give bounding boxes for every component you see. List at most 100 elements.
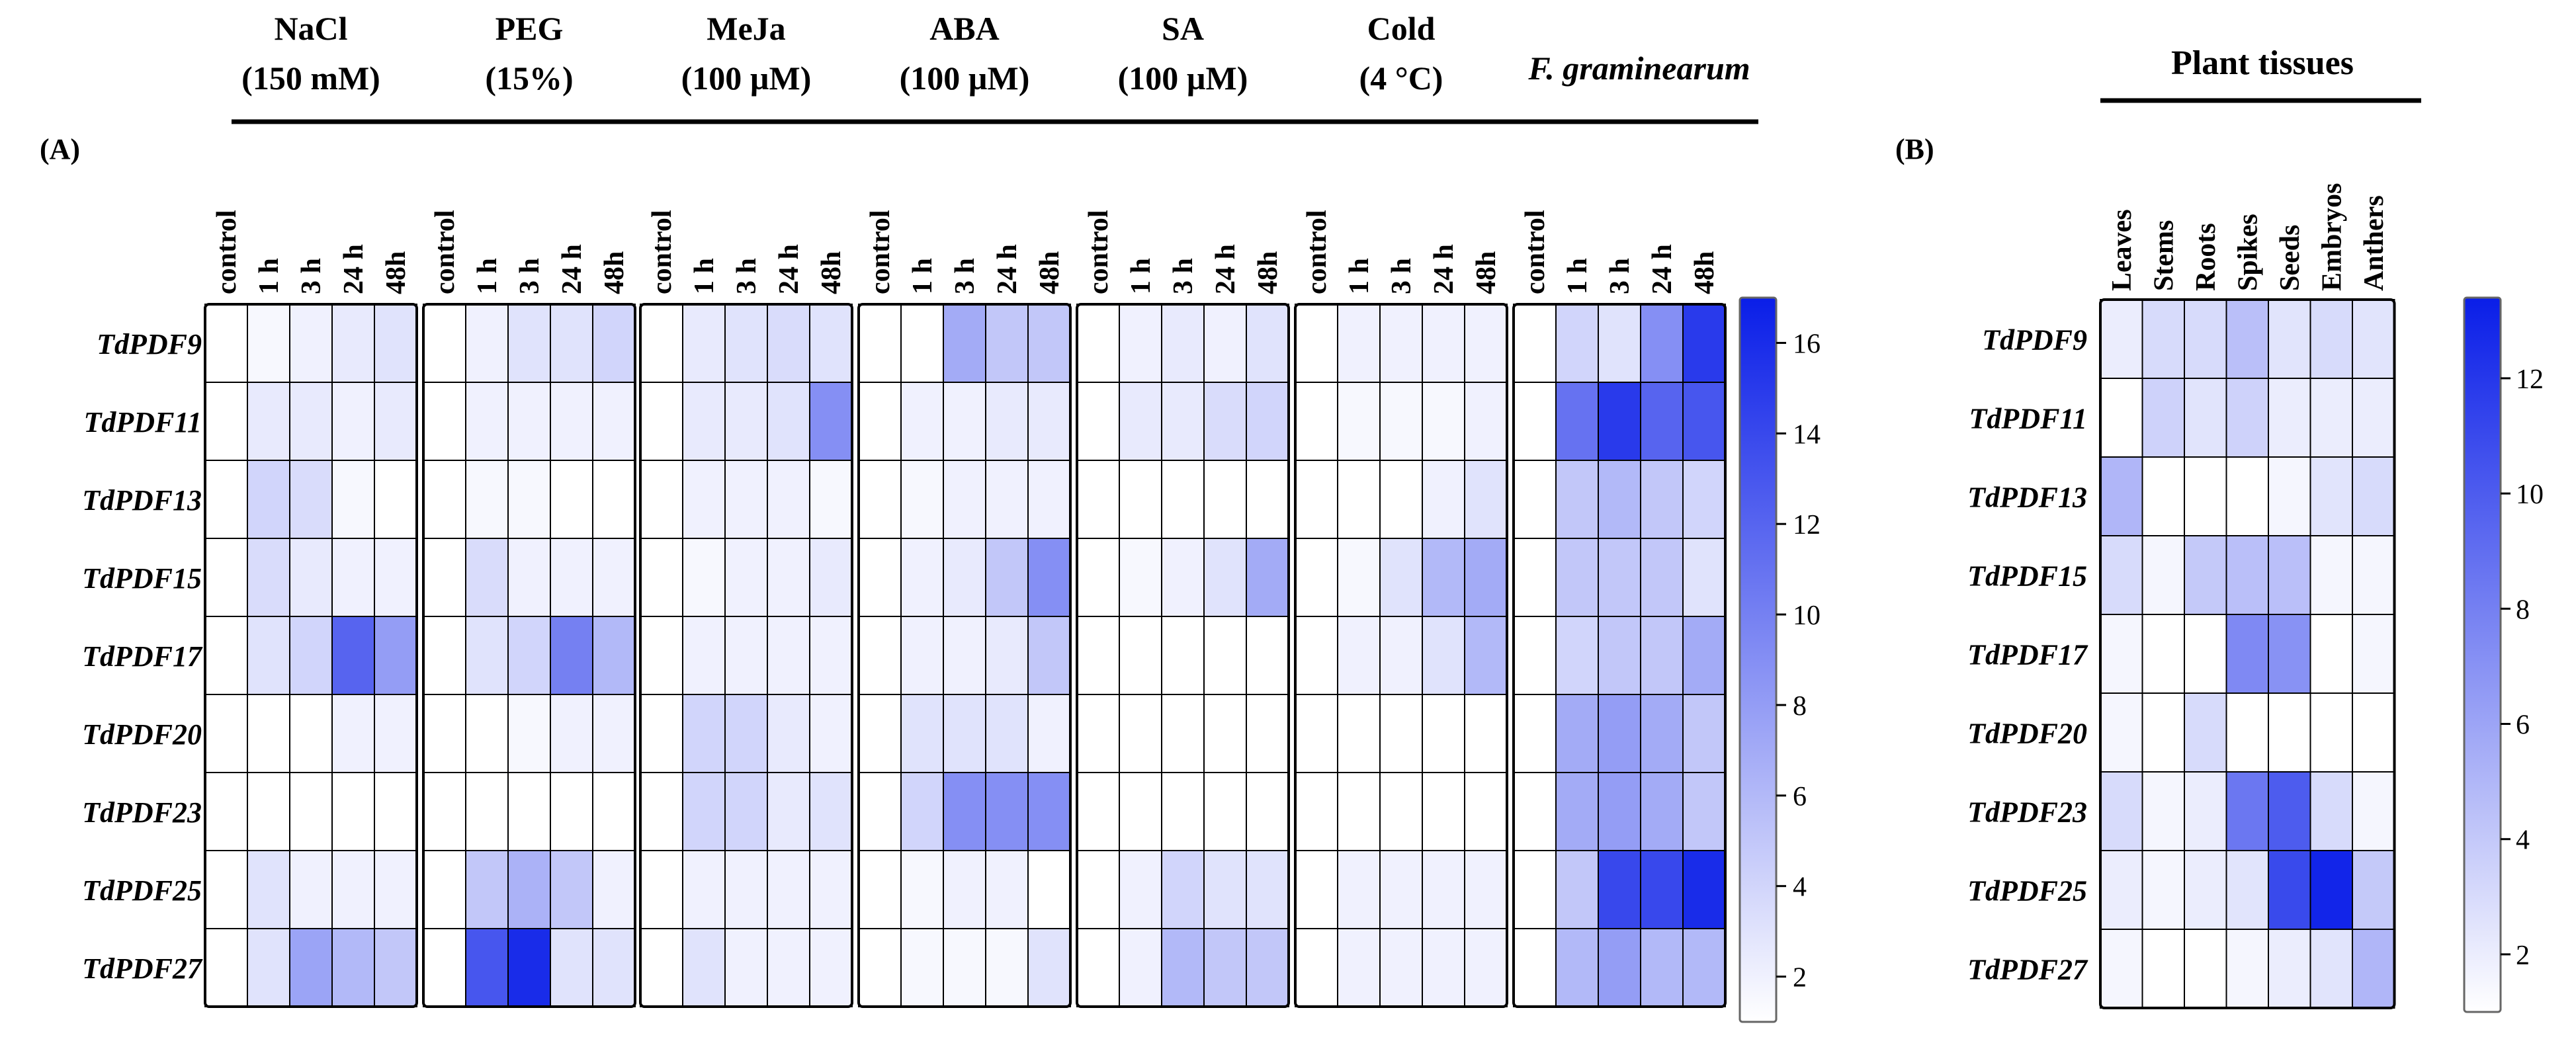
cell-b-4-3 <box>2225 614 2269 694</box>
cell-a-3-4-2 <box>943 616 986 695</box>
cell-a-6-6-2 <box>1598 772 1641 851</box>
cell-b-6-3 <box>2225 771 2269 851</box>
cell-a-2-4-3 <box>767 616 810 695</box>
group-title-3-line-0: ABA <box>929 10 1000 47</box>
cell-b-3-5 <box>2309 535 2353 615</box>
cell-a-1-0-0 <box>423 304 466 383</box>
column-label-5-4: 48h <box>1471 251 1502 294</box>
cell-a-1-2-4 <box>592 460 636 539</box>
cell-b-4-2 <box>2184 614 2227 694</box>
cell-a-1-7-2 <box>507 850 551 929</box>
cell-a-4-8-3 <box>1203 928 1247 1007</box>
cell-a-1-7-0 <box>423 850 466 929</box>
row-label-b-tdpdf11: TdPDF11 <box>1969 403 2087 435</box>
cell-a-0-5-3 <box>331 694 375 773</box>
cell-a-4-2-4 <box>1246 460 1289 539</box>
cell-a-3-8-0 <box>858 928 902 1007</box>
cell-a-5-7-2 <box>1379 850 1423 929</box>
cell-a-0-0-2 <box>289 304 333 383</box>
group-title-2-line-0: MeJa <box>707 10 785 47</box>
cell-a-2-7-4 <box>809 850 853 929</box>
row-label-a-tdpdf17: TdPDF17 <box>82 640 203 673</box>
cell-a-0-3-4 <box>374 538 417 617</box>
cell-a-0-1-2 <box>289 382 333 461</box>
cell-a-6-3-4 <box>1682 538 1726 617</box>
group-title-0-line-1: (150 mM) <box>241 60 380 97</box>
cell-a-2-4-2 <box>724 616 768 695</box>
row-label-a-tdpdf13: TdPDF13 <box>82 484 202 517</box>
colorbar-a-tick-label-2: 6 <box>1793 782 1807 812</box>
cell-b-6-1 <box>2141 771 2185 851</box>
cell-a-2-0-2 <box>724 304 768 383</box>
cell-a-5-5-2 <box>1379 694 1423 773</box>
cell-a-1-8-1 <box>465 928 509 1007</box>
cell-a-0-7-4 <box>374 850 417 929</box>
cell-a-0-3-1 <box>247 538 290 617</box>
cell-a-6-3-0 <box>1513 538 1557 617</box>
cell-a-3-6-4 <box>1027 772 1071 851</box>
cell-a-6-1-1 <box>1555 382 1599 461</box>
cell-a-0-6-0 <box>204 772 248 851</box>
cell-a-3-6-1 <box>900 772 944 851</box>
column-label-1-2: 3 h <box>515 258 545 294</box>
cell-a-1-5-1 <box>465 694 509 773</box>
cell-b-5-1 <box>2141 692 2185 773</box>
panel-label-a: (A) <box>40 133 80 165</box>
panel-label-b: (B) <box>1895 133 1934 165</box>
column-label-3-3: 24 h <box>992 244 1023 294</box>
cell-a-6-5-2 <box>1598 694 1641 773</box>
cell-b-7-5 <box>2309 850 2353 930</box>
group-title-2-line-1: (100 µM) <box>681 60 812 97</box>
cell-a-5-4-3 <box>1422 616 1465 695</box>
cell-a-4-6-2 <box>1161 772 1205 851</box>
cell-a-1-8-0 <box>423 928 466 1007</box>
column-label-4-0: control <box>1084 210 1114 294</box>
cell-a-1-0-2 <box>507 304 551 383</box>
cell-a-6-7-1 <box>1555 850 1599 929</box>
cell-a-3-2-0 <box>858 460 902 539</box>
cell-a-5-8-1 <box>1337 928 1381 1007</box>
cell-a-6-1-3 <box>1640 382 1684 461</box>
row-label-a-tdpdf20: TdPDF20 <box>82 718 202 751</box>
cell-a-3-2-4 <box>1027 460 1071 539</box>
cell-a-6-7-2 <box>1598 850 1641 929</box>
cell-a-6-2-1 <box>1555 460 1599 539</box>
cell-a-5-5-1 <box>1337 694 1381 773</box>
cell-a-2-5-3 <box>767 694 810 773</box>
cell-a-2-3-2 <box>724 538 768 617</box>
colorbar-b-tick-label-0: 2 <box>2516 941 2530 971</box>
cell-a-3-7-0 <box>858 850 902 929</box>
column-label-0-1: 1 h <box>254 258 284 294</box>
cell-a-3-1-4 <box>1027 382 1071 461</box>
tissue-label-stems: Stems <box>2149 220 2179 291</box>
cell-b-0-5 <box>2309 299 2353 379</box>
cell-a-4-0-3 <box>1203 304 1247 383</box>
cell-a-1-0-4 <box>592 304 636 383</box>
cell-a-2-5-4 <box>809 694 853 773</box>
cell-a-6-6-1 <box>1555 772 1599 851</box>
cell-b-2-3 <box>2225 456 2269 536</box>
colorbar-b-tick-label-5: 12 <box>2516 364 2544 395</box>
cell-a-2-2-1 <box>682 460 726 539</box>
cell-a-6-1-2 <box>1598 382 1641 461</box>
cell-a-2-2-0 <box>640 460 683 539</box>
group-border-6 <box>1512 303 1727 1008</box>
cell-a-4-5-1 <box>1119 694 1162 773</box>
cell-a-3-2-2 <box>943 460 986 539</box>
group-title-1-line-1: (15%) <box>485 60 573 97</box>
row-label-b-tdpdf25: TdPDF25 <box>1967 875 2087 907</box>
cell-a-6-0-3 <box>1640 304 1684 383</box>
cell-a-2-6-3 <box>767 772 810 851</box>
cell-a-5-7-4 <box>1464 850 1508 929</box>
cell-a-5-6-1 <box>1337 772 1381 851</box>
row-label-b-tdpdf17: TdPDF17 <box>1967 639 2088 671</box>
cell-a-0-2-0 <box>204 460 248 539</box>
cell-a-0-7-2 <box>289 850 333 929</box>
group-border-2 <box>639 303 853 1008</box>
cell-a-4-7-2 <box>1161 850 1205 929</box>
cell-a-6-4-0 <box>1513 616 1557 695</box>
cell-a-4-2-1 <box>1119 460 1162 539</box>
cell-b-1-5 <box>2309 378 2353 458</box>
column-label-2-1: 1 h <box>689 258 720 294</box>
